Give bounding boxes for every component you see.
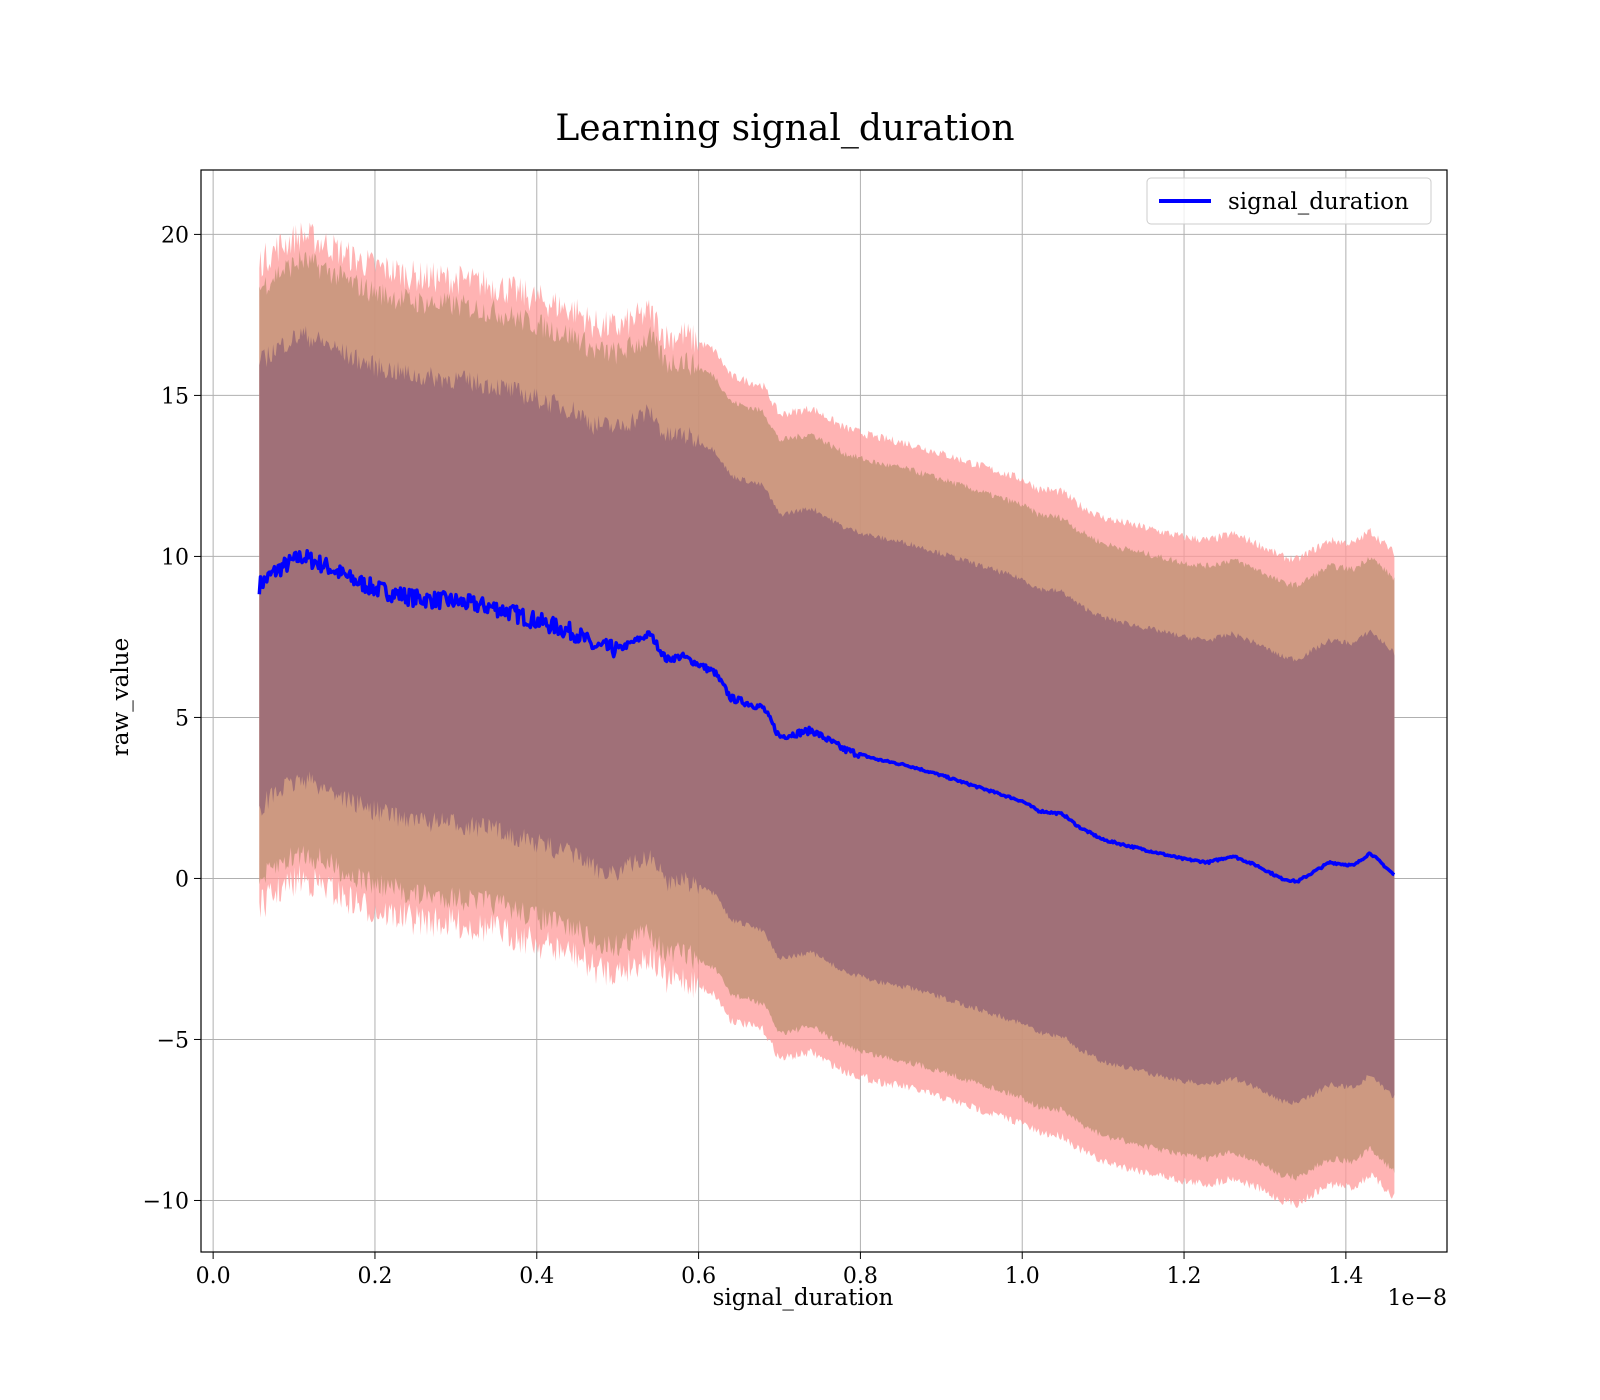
chart-title: Learning signal_duration (555, 108, 1014, 149)
legend-box (1146, 177, 1432, 225)
x-offset-label: 1e−8 (1388, 1286, 1447, 1311)
x-tick-label: 1.4 (1328, 1264, 1363, 1289)
x-axis-label: signal_duration (713, 1285, 894, 1311)
y-tick-label: 0 (175, 867, 189, 892)
x-tick-label: 0.6 (681, 1264, 716, 1289)
y-axis-label: raw_value (108, 638, 134, 756)
legend: signal_duration (1146, 177, 1432, 225)
x-tick-label: 0.4 (519, 1264, 554, 1289)
x-tick-label: 1.0 (1005, 1264, 1040, 1289)
y-tick-label: −10 (143, 1189, 189, 1214)
x-tick-label: 1.2 (1167, 1264, 1202, 1289)
plot-frame (200, 169, 1448, 1253)
y-tick-label: 15 (161, 384, 189, 409)
x-tick-label: 0.8 (843, 1264, 878, 1289)
x-tick-label: 0.2 (357, 1264, 392, 1289)
series-line-signal-duration (257, 548, 1396, 884)
series-layer (257, 548, 1396, 884)
y-tick-label: −5 (157, 1028, 189, 1053)
axes-layer: 0.0 0.2 0.4 0.6 0.8 1.0 1.2 1.4 −10 −5 0 5 10 15 20 (143, 169, 1448, 1289)
x-tick-label: 0.0 (196, 1264, 231, 1289)
confidence-bands (259, 222, 1395, 1208)
y-tick-label: 10 (161, 545, 189, 570)
y-tick-label: 5 (175, 706, 189, 731)
band-inner (259, 325, 1395, 1105)
legend-entry-signal-duration: signal_duration (1228, 189, 1409, 215)
y-tick-label: 20 (161, 223, 189, 248)
